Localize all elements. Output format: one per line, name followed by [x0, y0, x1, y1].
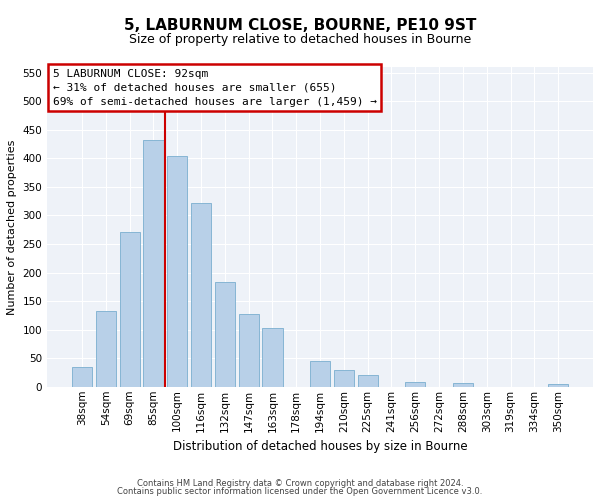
Text: 5 LABURNUM CLOSE: 92sqm
← 31% of detached houses are smaller (655)
69% of semi-d: 5 LABURNUM CLOSE: 92sqm ← 31% of detache…: [53, 68, 377, 106]
Bar: [405, 382, 425, 387]
X-axis label: Distribution of detached houses by size in Bourne: Distribution of detached houses by size …: [173, 440, 467, 453]
Bar: [119, 232, 140, 387]
Bar: [215, 282, 235, 387]
Bar: [453, 384, 473, 387]
Y-axis label: Number of detached properties: Number of detached properties: [7, 139, 17, 314]
Bar: [167, 156, 187, 387]
Text: Contains HM Land Registry data © Crown copyright and database right 2024.: Contains HM Land Registry data © Crown c…: [137, 478, 463, 488]
Bar: [191, 203, 211, 387]
Bar: [96, 311, 116, 387]
Bar: [334, 370, 354, 387]
Bar: [358, 376, 378, 387]
Bar: [548, 384, 568, 387]
Text: Size of property relative to detached houses in Bourne: Size of property relative to detached ho…: [129, 32, 471, 46]
Text: 5, LABURNUM CLOSE, BOURNE, PE10 9ST: 5, LABURNUM CLOSE, BOURNE, PE10 9ST: [124, 18, 476, 32]
Bar: [143, 140, 164, 387]
Bar: [239, 314, 259, 387]
Bar: [310, 360, 330, 387]
Bar: [262, 328, 283, 387]
Text: Contains public sector information licensed under the Open Government Licence v3: Contains public sector information licen…: [118, 487, 482, 496]
Bar: [72, 367, 92, 387]
